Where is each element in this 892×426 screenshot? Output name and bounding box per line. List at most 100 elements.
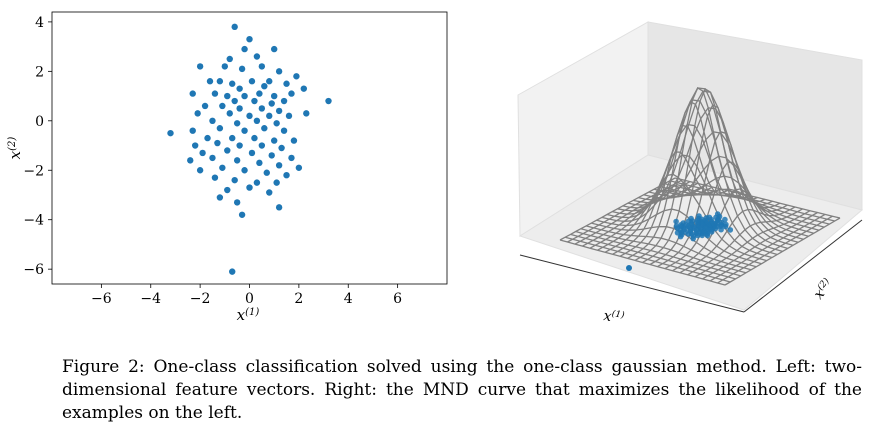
y-tick-label: 4 bbox=[35, 15, 44, 31]
data-point bbox=[238, 211, 246, 218]
data-point bbox=[216, 125, 224, 132]
mesh-line bbox=[653, 188, 820, 231]
y-axis-label-3d: x(2) bbox=[810, 275, 837, 302]
data-point bbox=[211, 174, 219, 181]
mesh-line bbox=[687, 208, 803, 276]
data-point bbox=[283, 80, 290, 87]
data-point bbox=[288, 154, 295, 162]
data-point bbox=[226, 110, 233, 117]
data-point bbox=[236, 142, 243, 149]
figure-caption: Figure 2: One-class classification solve… bbox=[62, 356, 862, 425]
data-point bbox=[251, 134, 258, 142]
data-point bbox=[199, 149, 206, 157]
mesh-line bbox=[674, 177, 841, 219]
data-point bbox=[325, 97, 332, 105]
y-tick-label: 0 bbox=[35, 114, 44, 130]
sample-point bbox=[727, 227, 734, 233]
data-point bbox=[285, 112, 293, 120]
data-point bbox=[300, 85, 308, 92]
data-point bbox=[236, 85, 243, 92]
data-point bbox=[246, 184, 253, 191]
mesh-line bbox=[679, 206, 796, 274]
data-point bbox=[258, 63, 266, 70]
data-point bbox=[196, 167, 204, 174]
data-point bbox=[290, 137, 298, 144]
data-point bbox=[293, 73, 300, 80]
sample-point bbox=[708, 229, 715, 235]
data-point bbox=[253, 179, 261, 186]
data-point bbox=[241, 92, 248, 100]
scatter-plot: −6 −4 −2 0 2 4 6 4 2 0 −2 −4 −6 x(1) x(2) bbox=[6, 11, 448, 324]
mesh-line bbox=[627, 90, 794, 246]
data-point bbox=[258, 105, 266, 112]
data-point bbox=[187, 157, 194, 164]
data-point bbox=[241, 167, 248, 174]
caption-text: One-class classification solved using th… bbox=[62, 357, 863, 423]
data-point bbox=[273, 120, 280, 127]
data-point bbox=[236, 105, 243, 112]
data-point bbox=[253, 117, 261, 125]
data-point bbox=[211, 90, 219, 97]
mesh-line bbox=[702, 211, 818, 280]
y-tick-label: −2 bbox=[23, 163, 44, 179]
data-point bbox=[256, 90, 263, 97]
data-point bbox=[167, 129, 174, 137]
data-point bbox=[229, 80, 236, 87]
x-tick-label: 2 bbox=[294, 291, 303, 307]
plot-frame bbox=[51, 11, 448, 285]
data-point bbox=[189, 90, 196, 97]
data-point bbox=[191, 142, 199, 149]
data-point bbox=[221, 63, 229, 70]
axis-x1-line bbox=[519, 254, 745, 313]
mesh-line bbox=[717, 215, 833, 284]
surface-wireframe bbox=[559, 87, 841, 286]
data-point bbox=[238, 65, 246, 73]
x-tick-label: −2 bbox=[190, 291, 211, 307]
data-point bbox=[204, 134, 211, 142]
data-point bbox=[219, 102, 226, 110]
sample-point bbox=[690, 235, 696, 242]
sample-point bbox=[694, 232, 701, 239]
data-point bbox=[273, 179, 280, 186]
data-point bbox=[248, 78, 256, 85]
sample-points bbox=[673, 211, 734, 242]
data-point bbox=[214, 139, 221, 147]
data-point bbox=[263, 169, 270, 176]
x-tick-label: 0 bbox=[245, 291, 254, 307]
mesh-line bbox=[664, 182, 830, 225]
data-point bbox=[226, 55, 233, 63]
data-point bbox=[278, 144, 285, 152]
mesh-line bbox=[669, 180, 835, 222]
x-axis-label-3d: x(1) bbox=[602, 307, 625, 327]
sample-point bbox=[712, 225, 719, 232]
x-tick-label: 4 bbox=[344, 291, 353, 307]
data-point bbox=[216, 78, 224, 85]
data-point bbox=[233, 120, 241, 127]
data-point bbox=[248, 149, 256, 157]
data-point bbox=[229, 134, 236, 142]
sample-point bbox=[704, 232, 711, 239]
data-point bbox=[280, 127, 288, 134]
data-point bbox=[201, 102, 209, 110]
data-point bbox=[253, 53, 261, 60]
data-point bbox=[288, 90, 295, 97]
data-point bbox=[270, 137, 278, 144]
data-point bbox=[233, 157, 241, 164]
data-point bbox=[268, 100, 275, 107]
sample-point bbox=[673, 218, 679, 225]
data-point bbox=[268, 152, 275, 159]
data-point bbox=[233, 199, 241, 206]
data-point bbox=[266, 189, 273, 196]
data-point bbox=[275, 204, 283, 211]
data-point bbox=[224, 92, 231, 100]
data-point bbox=[261, 82, 268, 90]
data-point bbox=[209, 154, 216, 162]
data-point bbox=[209, 117, 216, 125]
y-tick-label: −4 bbox=[23, 213, 44, 229]
data-point bbox=[266, 78, 273, 85]
data-point bbox=[246, 112, 253, 120]
data-point bbox=[241, 45, 248, 53]
data-point bbox=[231, 176, 238, 184]
sample-point bbox=[677, 233, 684, 240]
x-axis-label: x(1) bbox=[237, 306, 260, 324]
